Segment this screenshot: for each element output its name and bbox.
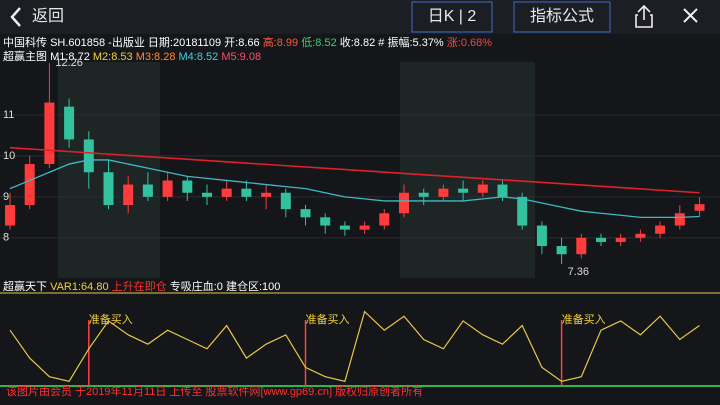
stock-name: 中国科传 (3, 35, 47, 49)
candle-body (142, 184, 153, 197)
close-icon[interactable] (683, 8, 698, 23)
candle-body (576, 237, 587, 255)
candle-body (399, 192, 409, 214)
mark: # (378, 37, 385, 49)
indicator-absorb: 专吸庄血:0 (170, 279, 223, 293)
change: 涨:0.68% (447, 36, 492, 49)
y-tick-label: 9 (3, 191, 9, 203)
signal-label: 准备买入 (306, 312, 350, 326)
candle-body (339, 225, 350, 230)
candle-body (359, 225, 370, 230)
candle-body (202, 192, 212, 197)
candle-body (83, 139, 94, 173)
candle-body (280, 192, 291, 210)
low: 低:8.52 (301, 36, 336, 49)
candle-body (379, 213, 390, 226)
industry: -出版业 (108, 35, 145, 49)
shade (400, 62, 535, 278)
back-button[interactable]: 返回 (32, 7, 64, 25)
legend-m3: M3:8.28 (136, 51, 176, 63)
indicator-legend: 超赢天下 VAR1:64.80 上升在即仓 专吸庄血:0 建仓区:100 (3, 279, 280, 293)
candle-body (635, 233, 646, 238)
max-label: 12.26 (55, 57, 83, 69)
y-tick-label: 11 (3, 109, 14, 121)
candle-body (103, 172, 114, 206)
candle-body (655, 225, 666, 234)
share-icon[interactable] (635, 4, 653, 28)
min-label: 7.36 (568, 266, 589, 278)
trend-line (9, 146, 700, 194)
candle-body (438, 188, 449, 197)
candle-body (674, 213, 685, 226)
legend-m5: M5:9.08 (221, 51, 261, 63)
candle-body (418, 192, 429, 197)
candle-body (182, 180, 193, 193)
y-tick-label: 10 (3, 150, 15, 162)
period-button[interactable]: 日K | 2 (428, 8, 477, 25)
candle-body (64, 106, 75, 140)
open: 开:8.66 (224, 37, 259, 49)
back-icon[interactable] (10, 7, 21, 27)
legend-m2: M2:8.53 (93, 51, 133, 63)
candle-body (477, 184, 488, 193)
signal-label: 准备买入 (89, 312, 133, 326)
stock-code: SH.601858 (50, 37, 105, 49)
toolbar (0, 0, 720, 34)
candle-body (221, 188, 232, 197)
footer-watermark: 该图片由会员 于2019年11月11日 上传至 股票软件网[www.gp69.c… (6, 384, 423, 398)
candle-body (497, 184, 508, 197)
candle-body (320, 217, 331, 226)
candle-body (517, 196, 528, 226)
candle-body (615, 237, 626, 242)
period-button-frame[interactable] (411, 1, 493, 33)
stock-info: 中国科传 SH.601858 -出版业 日期:20181109 开:8.66 高… (3, 35, 492, 49)
amplitude: 振幅:5.37% (387, 35, 443, 49)
signal-label: 准备买入 (562, 312, 606, 326)
candle-body (261, 192, 272, 197)
candle-body (5, 205, 15, 226)
candle-body (44, 102, 55, 165)
formula-button-frame[interactable] (513, 1, 611, 33)
candle-body (241, 188, 252, 197)
oscillator-line (9, 310, 700, 383)
indicator-signal: 上升在即仓 (112, 279, 167, 293)
close: 收:8.82 (340, 35, 375, 49)
candle-body (596, 237, 606, 242)
candle-body (300, 209, 311, 218)
legend-m1: M1:8.72 (50, 51, 90, 63)
ma-line (9, 159, 700, 218)
candle-body (556, 246, 567, 255)
legend-m4: M4:8.52 (179, 51, 219, 63)
main-legend: 超赢主图 M1:8.72 M2:8.53 M3:8.28 M4:8.52 M5:… (3, 49, 261, 63)
candle-body (24, 164, 35, 206)
y-tick-label: 8 (3, 232, 9, 244)
indicator-title: 超赢天下 (3, 279, 47, 293)
candle-body (536, 225, 547, 247)
candle-body (694, 204, 705, 211)
date: 日期:20181109 (148, 36, 221, 49)
indicator-build: 建仓区:100 (226, 279, 280, 293)
formula-button[interactable]: 指标公式 (530, 7, 594, 25)
indicator-var1: VAR1:64.80 (50, 281, 109, 293)
candle-body (162, 180, 173, 197)
high: 高:8.99 (263, 35, 298, 49)
candle-body (458, 188, 469, 193)
legend-title: 超赢主图 (3, 49, 47, 63)
candle-body (123, 184, 134, 206)
